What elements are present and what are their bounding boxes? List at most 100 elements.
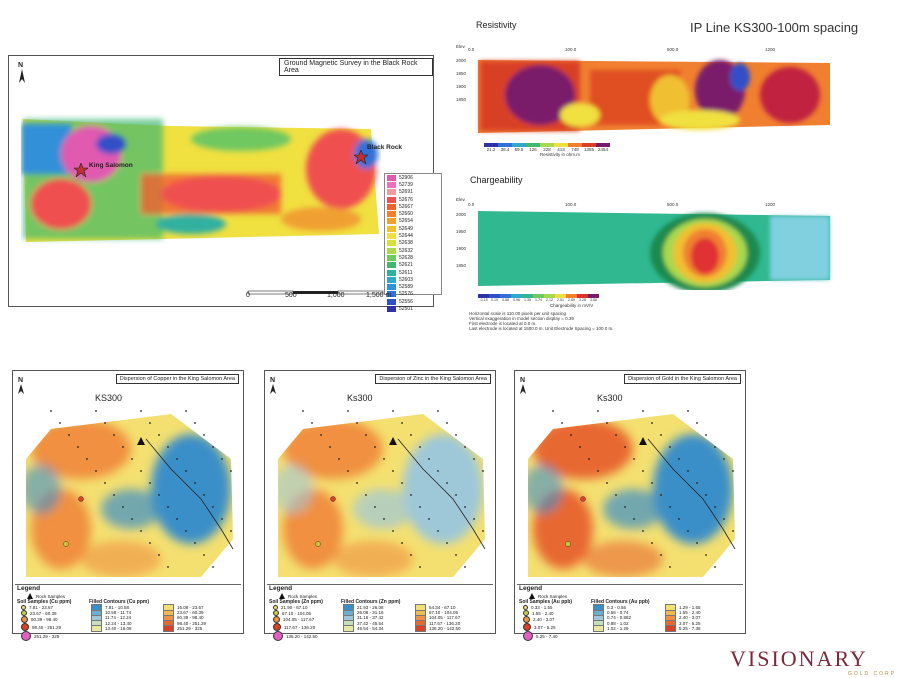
chargeability-label: Chargeability — [470, 175, 523, 185]
north-arrow: N — [270, 377, 276, 394]
charge-x-tick: 500.0 — [667, 202, 679, 207]
contour-swatch — [415, 625, 426, 632]
legend-swatch — [568, 143, 582, 147]
charge-legend-item: 0.58 — [500, 294, 511, 302]
legend-swatch — [387, 298, 396, 305]
legend-value: 3.66 — [590, 298, 597, 302]
soil-contour-map — [528, 410, 736, 577]
north-label: N — [270, 377, 276, 384]
soil-sample-item: 104.05 - 117.67 — [273, 616, 318, 623]
legend-swatch — [387, 262, 396, 269]
res-x-tick: 100.0 — [565, 47, 577, 52]
contour-value: 37.42 - 45.54 — [357, 620, 384, 626]
north-arrow: N — [520, 377, 526, 394]
ip-note: Last electrode is located at 1500.0 m. U… — [469, 326, 614, 331]
legend-value: 2.12 — [546, 298, 553, 302]
contour-value: 117.67 - 136.20 — [429, 620, 461, 626]
brand-subtitle: GOLD CORP — [848, 671, 897, 677]
sample-dot — [523, 616, 530, 623]
contour-value: 5.25 - 7.38 — [679, 625, 701, 631]
line-label: Ks300 — [347, 393, 373, 403]
north-label: N — [18, 62, 24, 69]
legend-title: Legend — [269, 585, 293, 592]
legend-value: 126 — [529, 147, 537, 152]
legend-value: 52739 — [399, 181, 413, 188]
resistivity-elev-axis: 2000 1950 1900 1850 — [456, 58, 466, 110]
chargeability-legend: -0.19 0.19 0.58 0.96 1.35 1.74 2.12 2.51 2.89 3.2… — [478, 294, 599, 302]
magnetic-legend-row: 52638 — [385, 240, 441, 247]
legend-swatch — [511, 294, 522, 298]
sample-dot — [273, 605, 278, 610]
legend-value: 413 — [557, 147, 565, 152]
soil-samples-list: 7.81 - 23.67 23.67 - 60.39 60.39 - 98.40 98… — [21, 605, 61, 641]
magnetic-legend-row: 52576 — [385, 291, 441, 298]
soil-sample-item: 1.55 - 2.40 — [523, 610, 558, 616]
soil-dispersion-map: Dispersion of Copper in the King Salomon… — [12, 370, 244, 641]
legend-value: 52501 — [399, 305, 413, 312]
contour-value: 23.67 - 60.39 — [177, 610, 204, 616]
magnetic-legend-row: 52589 — [385, 283, 441, 291]
contour-swatch — [593, 625, 604, 632]
soil-map-title: Dispersion of Copper in the King Salomon… — [115, 374, 239, 384]
legend-value: 228 — [543, 147, 551, 152]
contour-value: 10.58 - 11.74 — [105, 610, 132, 616]
legend-value: 0.19 — [491, 298, 498, 302]
soil-sample-value: 23.67 - 60.39 — [30, 610, 57, 616]
contour-value: 0.88 - 1.02 — [607, 620, 629, 626]
rock-samples-legend: Rock Samples — [279, 593, 317, 599]
contour-swatch — [91, 625, 102, 632]
magnetic-legend-row: 52691 — [385, 189, 441, 196]
legend-value: 3.28 — [579, 298, 586, 302]
legend-value: 2.51 — [557, 298, 564, 302]
rock-samples-legend: Rock Samples — [27, 593, 65, 599]
magnetic-legend-row: 52644 — [385, 232, 441, 240]
rock-samples-label: Rock Samples — [288, 593, 318, 599]
contour-value: 31.16 - 37.42 — [357, 615, 384, 621]
resistivity-label: Resistivity — [476, 20, 517, 30]
sample-dot — [21, 605, 26, 610]
soil-sample-item: 5.25 - 7.40 — [523, 631, 558, 641]
soil-samples-list: 21.90 - 67.10 67.10 - 104.05 104.05 - 117.… — [273, 605, 318, 641]
res-x-tick: 500.0 — [667, 47, 679, 52]
legend-swatch — [387, 291, 396, 298]
contour-item: 13.40 - 16.08 — [91, 625, 163, 632]
legend-swatch — [489, 294, 500, 298]
charge-legend-item: 0.96 — [511, 294, 522, 302]
legend-value: 2.89 — [568, 298, 575, 302]
charge-elev-tick: 2000 — [456, 212, 467, 217]
soil-sample-value: 1.55 - 2.40 — [532, 610, 554, 616]
legend-swatch — [588, 294, 599, 298]
legend-title: Legend — [17, 585, 41, 592]
legend-swatch — [387, 225, 396, 232]
magnetic-legend-row: 52906 — [385, 174, 441, 181]
res-x-tick: 1200 — [765, 47, 776, 52]
legend-swatch — [387, 240, 396, 247]
res-legend-item: 748 — [568, 143, 582, 152]
soil-legend: Legend Rock Samples Soil Samples (Cu ppm… — [15, 584, 241, 641]
legend-swatch — [555, 294, 566, 298]
legend-swatch — [478, 294, 489, 298]
contour-swatch — [343, 625, 354, 632]
legend-swatch — [522, 294, 533, 298]
magnetic-survey-map: Ground Magnetic Survey in the Black Rock… — [8, 55, 442, 312]
legend-value: 1355 — [583, 147, 594, 152]
legend-swatch — [582, 143, 596, 147]
sample-dot — [273, 610, 279, 616]
sample-dot — [523, 623, 531, 631]
charge-legend-item: 2.12 — [544, 294, 555, 302]
contour-header: Filled Contours (Zn ppm) — [341, 599, 401, 605]
contour-value: 251.29 - 325 — [177, 625, 203, 631]
legend-swatch — [540, 143, 554, 147]
soil-sample-value: 117.67 - 136.20 — [284, 624, 316, 630]
legend-value: 52556 — [399, 298, 413, 305]
contour-value: 136.20 - 142.50 — [429, 625, 461, 631]
legend-value: -0.19 — [479, 298, 488, 302]
contour-value: 67.10 - 104.05 — [429, 610, 459, 616]
line-label: Ks300 — [597, 393, 623, 403]
triangle-icon — [529, 593, 535, 599]
contour-value: 26.08 - 31.16 — [357, 610, 384, 616]
legend-value: 52632 — [399, 247, 413, 254]
legend-swatch — [387, 247, 396, 254]
brand-logo: VISIONARY — [730, 646, 868, 671]
soil-dispersion-map: Dispersion of Gold in the King Salomon A… — [514, 370, 746, 641]
